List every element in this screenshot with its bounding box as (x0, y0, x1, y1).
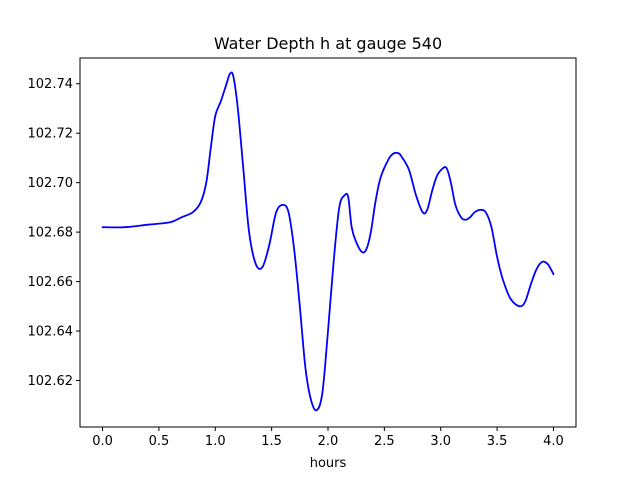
y-axis: 102.62 102.64 102.66 102.68 102.70 102.72 102.… (28, 77, 80, 389)
x-tick-label: 4.0 (543, 434, 564, 449)
x-tick-label: 3.5 (487, 434, 508, 449)
x-axis: 0.0 0.5 1.0 1.5 2.0 2.5 3.0 3.5 4.0 (92, 427, 564, 449)
y-tick-label: 102.62 (28, 374, 74, 389)
series-line-0 (101, 71, 555, 412)
y-tick-label: 102.70 (28, 176, 74, 191)
y-tick-label: 102.68 (28, 226, 74, 241)
plot-frame (79, 57, 577, 428)
series-layer (101, 71, 555, 412)
y-tick-label: 102.66 (28, 275, 74, 290)
x-tick-label: 3.0 (430, 434, 451, 449)
x-tick-label: 0.0 (92, 434, 113, 449)
y-tick-label: 102.74 (28, 77, 74, 92)
x-tick-label: 1.0 (205, 434, 226, 449)
x-tick-label: 1.5 (261, 434, 282, 449)
y-tick-label: 102.64 (28, 325, 74, 340)
y-tick-label: 102.72 (28, 127, 74, 142)
x-tick-label: 2.5 (374, 434, 395, 449)
chart-title: Water Depth h at gauge 540 (214, 34, 442, 53)
plot-area (79, 57, 577, 428)
x-tick-label: 0.5 (149, 434, 170, 449)
x-axis-label: hours (310, 456, 347, 471)
x-tick-label: 2.0 (318, 434, 339, 449)
